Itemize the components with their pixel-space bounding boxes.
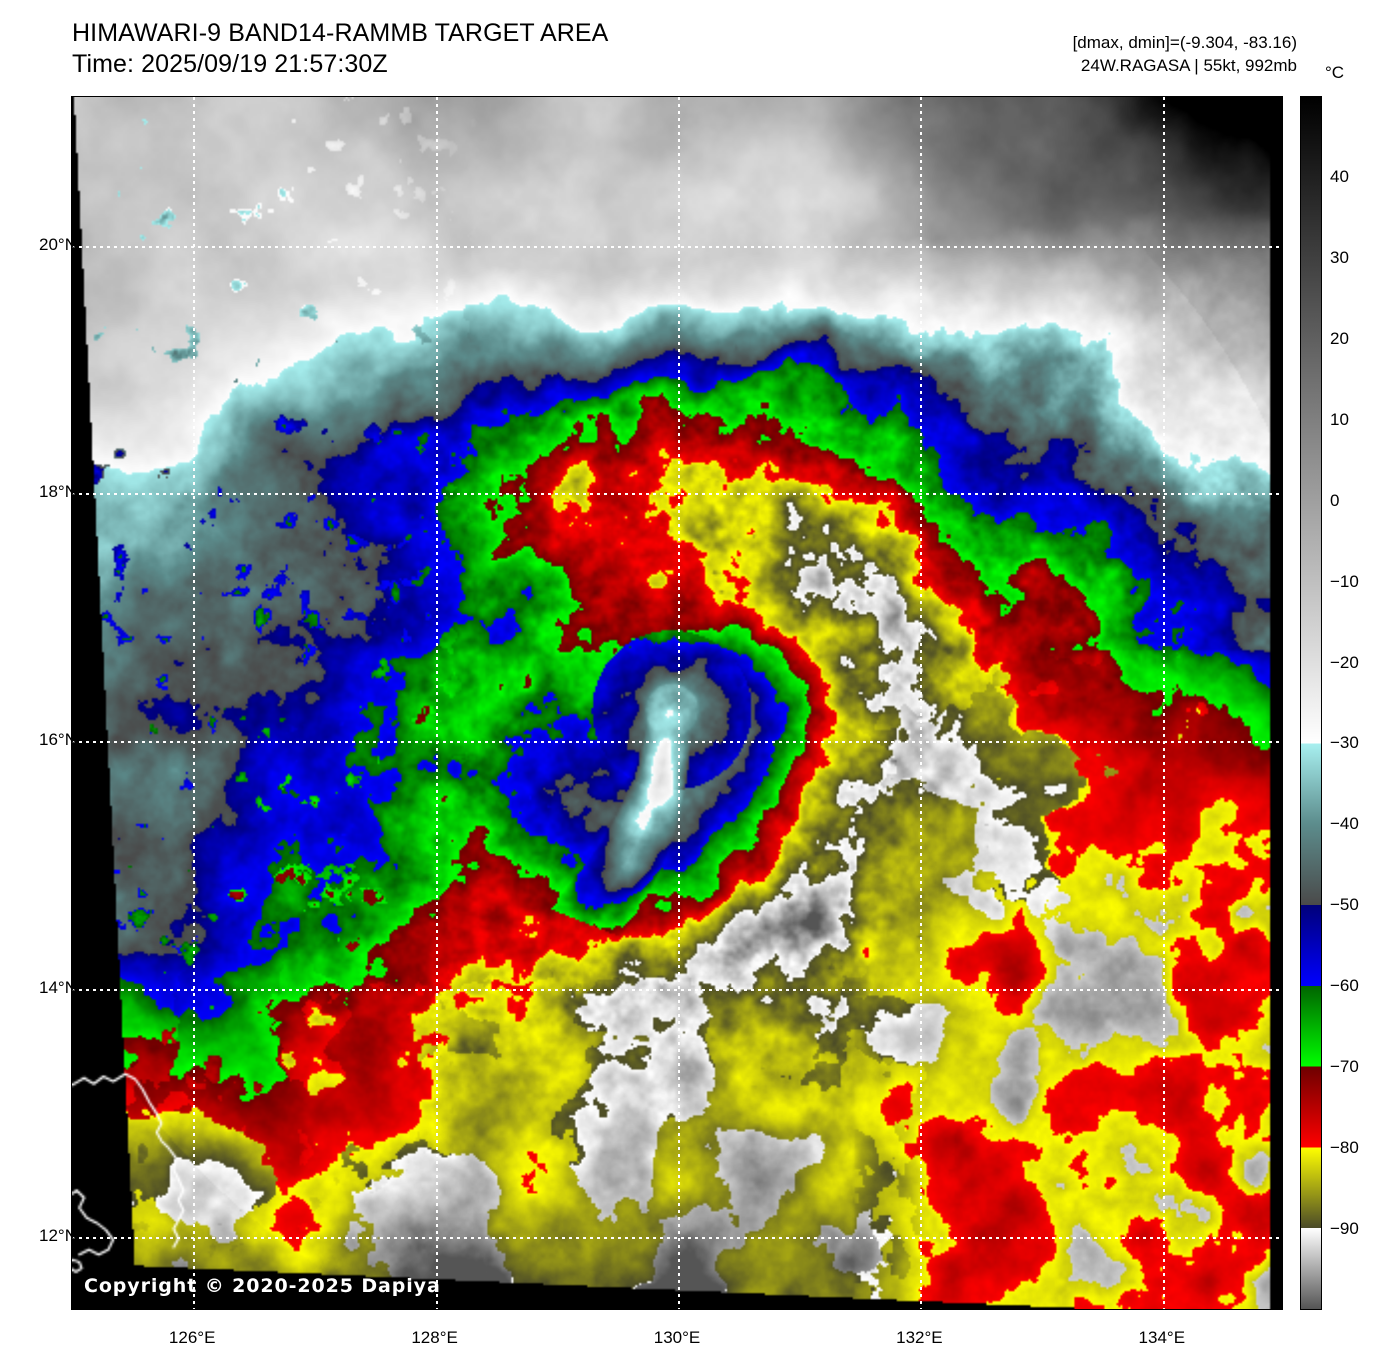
colorbar-tick-40: 40 [1330, 166, 1349, 186]
colorbar-tick--20: −20 [1330, 652, 1359, 672]
copyright-label: Copyright © 2020-2025 Dapiya [84, 1275, 441, 1297]
colorbar-tick-0: 0 [1330, 490, 1340, 510]
colorbar-tick-20: 20 [1330, 328, 1349, 348]
y-axis-tick-20: 20°N [39, 234, 77, 254]
colorbar-gradient [1301, 97, 1321, 1309]
dmax-dmin-label: [dmax, dmin]=(-9.304, -83.16) [1072, 33, 1297, 52]
colorbar-unit-label: °C [1325, 63, 1345, 82]
x-axis-tick-126: 126°E [168, 1328, 216, 1347]
x-axis-tick-128: 128°E [411, 1328, 458, 1347]
y-axis-tick-14: 14°N [39, 977, 77, 997]
colorbar-tick--40: −40 [1330, 814, 1359, 834]
colorbar [1300, 96, 1322, 1310]
colorbar-tick--70: −70 [1330, 1057, 1359, 1077]
storm-info-label: 24W.RAGASA | 55kt, 992mb [1080, 56, 1297, 75]
x-axis-tick-134: 134°E [1138, 1328, 1186, 1347]
x-axis-tick-130: 130°E [653, 1328, 701, 1347]
colorbar-tick-30: 30 [1330, 247, 1349, 267]
colorbar-tick--30: −30 [1330, 733, 1359, 753]
colorbar-tick--80: −80 [1330, 1138, 1359, 1158]
y-axis-tick-18: 18°N [39, 482, 77, 502]
colorbar-tick--90: −90 [1330, 1219, 1359, 1239]
colorbar-tick-10: 10 [1330, 409, 1349, 429]
header-title-block: HIMAWARI-9 BAND14-RAMMB TARGET AREA Time… [72, 18, 872, 80]
satellite-image-plot: Copyright © 2020-2025 Dapiya [71, 96, 1283, 1310]
colorbar-tick--50: −50 [1330, 895, 1359, 915]
satellite-imagery-canvas [72, 97, 1282, 1309]
header-meta-block: [dmax, dmin]=(-9.304, -83.16) 24W.RAGASA… [1073, 31, 1297, 77]
colorbar-tick--10: −10 [1330, 571, 1359, 591]
timestamp-label: Time: 2025/09/19 21:57:30Z [72, 50, 388, 78]
colorbar-tick--60: −60 [1330, 976, 1359, 996]
x-axis-tick-132: 132°E [896, 1328, 943, 1347]
y-axis-tick-16: 16°N [39, 730, 77, 750]
y-axis-tick-12: 12°N [39, 1225, 77, 1245]
page-title: HIMAWARI-9 BAND14-RAMMB TARGET AREA [72, 19, 609, 47]
